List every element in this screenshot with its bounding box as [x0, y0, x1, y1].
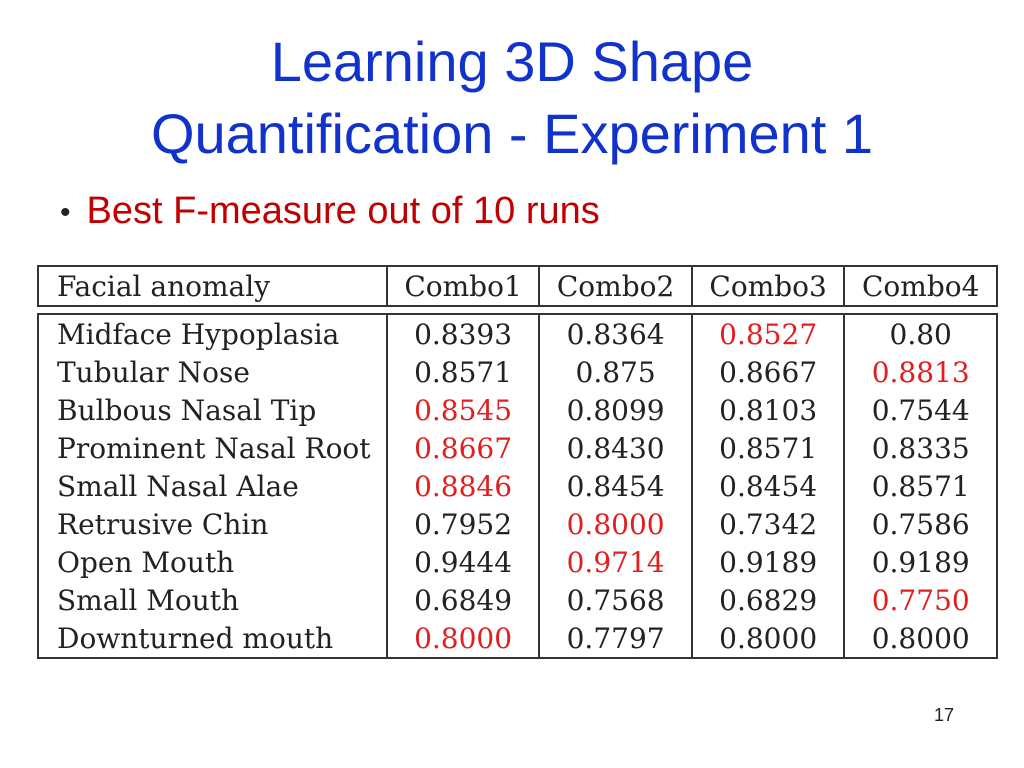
row-label: Tubular Nose	[37, 353, 388, 391]
table-row: Downturned mouth 0.8000 0.7797 0.8000 0.8000	[37, 619, 998, 659]
page-number: 17	[934, 705, 955, 725]
table-row: Retrusive Chin 0.7952 0.8000 0.7342 0.7586	[37, 505, 998, 543]
table-row: Open Mouth 0.9444 0.9714 0.9189 0.9189	[37, 543, 998, 581]
header-cell-combo1: Combo1	[385, 265, 541, 307]
row-label: Midface Hypoplasia	[37, 313, 388, 353]
row-label: Small Mouth	[37, 581, 388, 619]
value-cell: 0.7544	[843, 391, 998, 429]
header-cell-combo3: Combo3	[690, 265, 846, 307]
value-cell: 0.8000	[538, 505, 693, 543]
value-cell: 0.9189	[690, 543, 846, 581]
value-cell: 0.8571	[385, 353, 541, 391]
value-cell: 0.875	[538, 353, 693, 391]
value-cell: 0.6849	[385, 581, 541, 619]
value-cell: 0.8545	[385, 391, 541, 429]
value-cell: 0.8393	[385, 313, 541, 353]
value-cell: 0.80	[843, 313, 998, 353]
row-label: Prominent Nasal Root	[37, 429, 388, 467]
header-spacer	[38, 306, 997, 314]
row-label: Open Mouth	[37, 543, 388, 581]
value-cell: 0.8099	[538, 391, 693, 429]
value-cell: 0.8103	[690, 391, 846, 429]
header-cell-facial-anomaly: Facial anomaly	[37, 265, 388, 307]
row-label: Small Nasal Alae	[37, 467, 388, 505]
value-cell: 0.7797	[538, 619, 693, 659]
value-cell: 0.7342	[690, 505, 846, 543]
value-cell: 0.8335	[843, 429, 998, 467]
slide-title-line-1: Learning 3D Shape	[270, 30, 754, 93]
value-cell: 0.7568	[538, 581, 693, 619]
value-cell: 0.6829	[690, 581, 846, 619]
table-row: Small Mouth 0.6849 0.7568 0.6829 0.7750	[37, 581, 998, 619]
table-row: Bulbous Nasal Tip 0.8545 0.8099 0.8103 0.754…	[37, 391, 998, 429]
value-cell: 0.8527	[690, 313, 846, 353]
value-cell: 0.8454	[538, 467, 693, 505]
value-cell: 0.8000	[690, 619, 846, 659]
value-cell: 0.8571	[690, 429, 846, 467]
bullet-item: • Best F-measure out of 10 runs	[60, 190, 600, 233]
value-cell: 0.9714	[538, 543, 693, 581]
table-row: Prominent Nasal Root 0.8667 0.8430 0.8571 0.…	[37, 429, 998, 467]
value-cell: 0.8667	[385, 429, 541, 467]
row-label: Retrusive Chin	[37, 505, 388, 543]
header-cell-combo2: Combo2	[538, 265, 693, 307]
value-cell: 0.8364	[538, 313, 693, 353]
table-row: Tubular Nose 0.8571 0.875 0.8667 0.8813	[37, 353, 998, 391]
value-cell: 0.7750	[843, 581, 998, 619]
value-cell: 0.8430	[538, 429, 693, 467]
table-row: Midface Hypoplasia 0.8393 0.8364 0.8527 0.80	[37, 313, 998, 353]
value-cell: 0.7586	[843, 505, 998, 543]
table-header-row: Facial anomaly Combo1 Combo2 Combo3 Comb…	[37, 265, 998, 307]
row-label: Downturned mouth	[37, 619, 388, 659]
value-cell: 0.7952	[385, 505, 541, 543]
value-cell: 0.8846	[385, 467, 541, 505]
value-cell: 0.8813	[843, 353, 998, 391]
bullet-dot-icon: •	[60, 195, 71, 229]
results-table: Facial anomaly Combo1 Combo2 Combo3 Comb…	[37, 265, 998, 659]
header-cell-combo4: Combo4	[843, 265, 998, 307]
slide-title-line-2: Quantification - Experiment 1	[150, 102, 874, 165]
value-cell: 0.8000	[385, 619, 541, 659]
slide-title: Learning 3D Shape Quantification - Exper…	[0, 26, 1024, 170]
value-cell: 0.8000	[843, 619, 998, 659]
table-row: Small Nasal Alae 0.8846 0.8454 0.8454 0.8571	[37, 467, 998, 505]
value-cell: 0.8667	[690, 353, 846, 391]
results-table-body: Facial anomaly Combo1 Combo2 Combo3 Comb…	[37, 265, 998, 659]
value-cell: 0.8571	[843, 467, 998, 505]
results-table-container: Facial anomaly Combo1 Combo2 Combo3 Comb…	[37, 265, 998, 659]
row-label: Bulbous Nasal Tip	[37, 391, 388, 429]
value-cell: 0.9189	[843, 543, 998, 581]
bullet-text: Best F-measure out of 10 runs	[86, 190, 600, 232]
value-cell: 0.8454	[690, 467, 846, 505]
value-cell: 0.9444	[385, 543, 541, 581]
